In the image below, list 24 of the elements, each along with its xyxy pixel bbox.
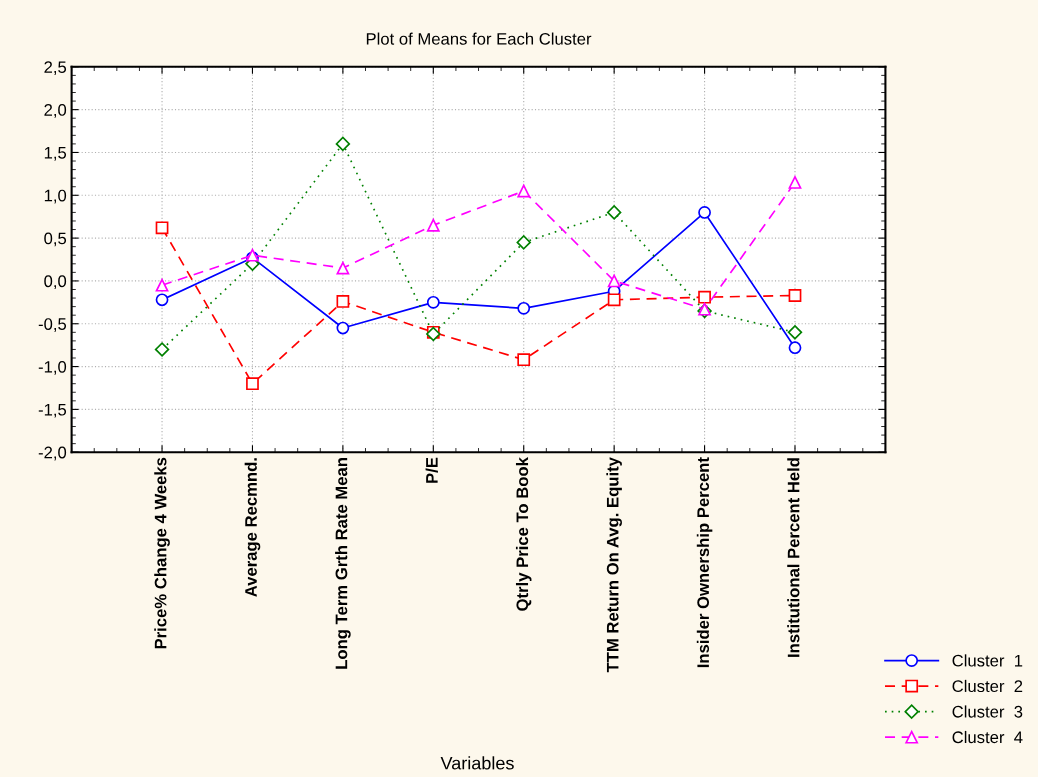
chart-title: Plot of Means for Each Cluster <box>366 32 592 45</box>
x-tick-label: Institutional Percent Held <box>787 458 800 657</box>
x-tick-label: Qtrly Price To Book <box>515 457 532 611</box>
y-tick-label: 2,5 <box>44 61 67 75</box>
x-tick-label: P/E <box>425 457 438 483</box>
legend-label: Cluster 4 <box>952 730 1023 744</box>
legend-label: Cluster 2 <box>952 679 1023 693</box>
legend-label: Cluster 3 <box>952 705 1023 718</box>
x-tick-label: Insider Ownership Percent <box>696 457 713 668</box>
legend-label: Cluster 1 <box>952 654 1023 667</box>
x-tick-label: TTM Return On Avg. Equity <box>606 457 622 673</box>
y-tick-label: 0,5 <box>44 232 67 247</box>
y-tick-label: 1,5 <box>44 147 67 161</box>
x-tick-label: Price% Change 4 Weeks <box>154 457 170 649</box>
y-tick-label: -0,5 <box>38 318 67 332</box>
x-axis-title: Variables <box>440 756 514 770</box>
x-tick-label: Long Term Grth Rate Mean <box>335 458 351 669</box>
y-tick-label: -1,0 <box>38 360 67 375</box>
y-tick-label: 2,0 <box>44 104 67 118</box>
y-tick-label: 1,0 <box>44 189 67 204</box>
y-tick-label: -2,0 <box>38 446 67 461</box>
y-tick-label: 0,0 <box>44 275 67 290</box>
y-tick-label: -1,5 <box>38 403 67 418</box>
x-tick-label: Average Recmnd. <box>244 458 261 597</box>
